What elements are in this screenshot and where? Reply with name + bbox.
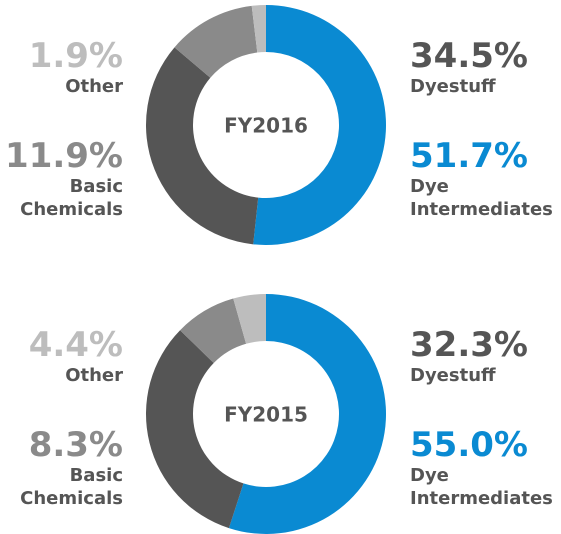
- percent-label: 34.5%: [410, 36, 528, 76]
- segment-label: 8.3% Basic Chemicals: [0, 426, 123, 510]
- donut-segment: [174, 5, 258, 78]
- donut-segment: [251, 5, 266, 53]
- category-label: Dye Intermediates: [410, 176, 553, 220]
- category-label: Basic Chemicals: [20, 465, 123, 509]
- donut-segment: [146, 47, 259, 245]
- category-label: Basic Chemicals: [20, 176, 123, 220]
- category-label: Dye Intermediates: [410, 465, 553, 509]
- segment-label: 32.3% Dyestuff: [410, 326, 560, 387]
- category-label: Dyestuff: [410, 365, 496, 386]
- percent-label: 32.3%: [410, 325, 528, 365]
- segment-label: 34.5% Dyestuff: [410, 37, 560, 98]
- chart-title: FY2015: [224, 403, 308, 427]
- segment-label: 51.7% Dye Intermediates: [410, 137, 560, 221]
- chart-title: FY2016: [224, 114, 308, 138]
- segment-label: 55.0% Dye Intermediates: [410, 426, 560, 510]
- donut-segment: [228, 294, 386, 534]
- category-label: Dyestuff: [410, 76, 496, 97]
- percent-label: 4.4%: [28, 325, 123, 365]
- percent-label: 1.9%: [28, 36, 123, 76]
- category-label: Other: [65, 365, 123, 386]
- percent-label: 8.3%: [28, 425, 123, 465]
- donut-segment: [253, 5, 386, 245]
- category-label: Other: [65, 76, 123, 97]
- segment-label: 1.9% Other: [0, 37, 123, 98]
- percent-label: 11.9%: [5, 136, 123, 176]
- segment-label: 4.4% Other: [0, 326, 123, 387]
- segment-label: 11.9% Basic Chemicals: [0, 137, 123, 221]
- donut-segment: [145, 330, 244, 529]
- percent-label: 51.7%: [410, 136, 528, 176]
- donut-segment: [233, 294, 266, 344]
- donut-segment: [180, 298, 247, 364]
- percent-label: 55.0%: [410, 425, 528, 465]
